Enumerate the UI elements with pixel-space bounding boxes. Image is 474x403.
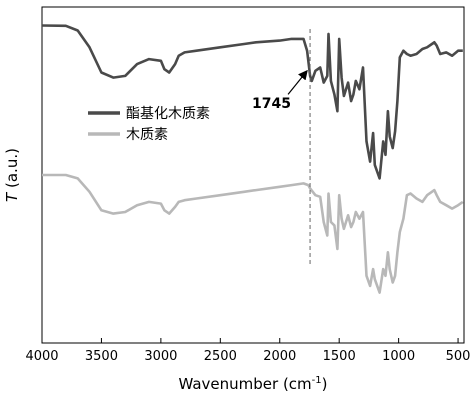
annotation-1745-label: 1745: [252, 96, 291, 112]
x-axis-label-superscript: -1: [312, 375, 322, 386]
x-tick-label-3500: 3500: [85, 349, 118, 364]
x-axis-label: Wavenumber (cm-1): [178, 375, 327, 393]
x-tick-label-2500: 2500: [204, 349, 237, 364]
legend-label-esterified-lignin: 酯基化木质素: [126, 105, 210, 122]
x-tick-label-1500: 1500: [323, 349, 356, 364]
series-line-lignin: [42, 173, 464, 294]
legend-label-lignin: 木质素: [126, 127, 168, 143]
x-tick-label-1000: 1000: [382, 349, 415, 364]
y-axis-label-unit: (a.u.): [3, 148, 21, 193]
x-tick-label-500: 500: [446, 349, 471, 364]
x-tick-label-4000: 4000: [25, 349, 58, 364]
x-ticks: 4000 3500 3000 2500 2000 1500 1000 500: [25, 338, 470, 364]
x-axis-label-close: ): [322, 375, 328, 393]
annotation-1745-arrow: [287, 69, 308, 95]
x-axis-label-main: Wavenumber (cm: [178, 375, 311, 393]
y-axis-label-symbol: T: [3, 191, 21, 202]
series-line-esterified-lignin: [41, 24, 463, 180]
x-tick-label-3000: 3000: [144, 349, 177, 364]
legend: 酯基化木质素 木质素: [88, 105, 210, 143]
y-axis-label: T (a.u.): [3, 148, 21, 202]
series-layer: [41, 24, 464, 294]
x-tick-label-2000: 2000: [263, 349, 296, 364]
